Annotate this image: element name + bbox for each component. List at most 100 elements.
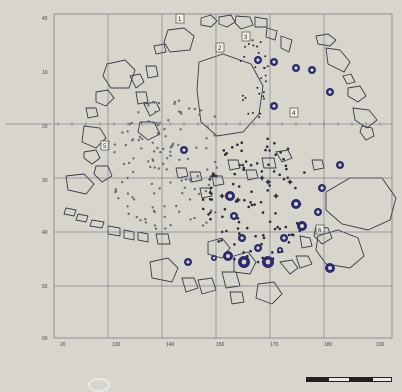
dot — [163, 128, 165, 130]
dot — [242, 95, 244, 97]
stone — [64, 208, 76, 216]
dot — [159, 187, 161, 189]
dot — [209, 198, 212, 201]
dot — [202, 208, 205, 211]
dot — [231, 146, 234, 149]
dot — [240, 150, 243, 153]
post-hole-centre — [294, 202, 298, 206]
y-tick-label: 40 — [42, 230, 48, 236]
dot — [240, 60, 242, 62]
stone — [262, 158, 276, 168]
stone — [343, 74, 355, 84]
dot — [198, 114, 200, 116]
x-tick-label: 20 — [60, 342, 66, 348]
star-marker — [287, 179, 293, 185]
dot — [214, 115, 216, 117]
post-hole-centre — [232, 214, 235, 217]
dot — [147, 104, 149, 106]
dot — [137, 111, 139, 113]
dot — [162, 148, 164, 150]
post-hole-centre — [328, 90, 331, 93]
dot — [238, 185, 241, 188]
dot — [121, 181, 123, 183]
dot — [206, 126, 208, 128]
dot — [147, 120, 149, 122]
dot — [139, 219, 141, 221]
dot — [154, 166, 156, 168]
dot — [213, 134, 215, 136]
dot — [202, 224, 204, 226]
stone — [300, 236, 312, 248]
dot — [114, 143, 116, 145]
dot — [266, 189, 269, 192]
dot — [208, 184, 210, 186]
dot — [262, 95, 264, 97]
dot — [238, 221, 241, 224]
dot — [251, 204, 254, 207]
stone — [222, 272, 240, 288]
dot — [267, 65, 269, 67]
grid — [54, 14, 392, 338]
dot — [187, 158, 189, 160]
dot — [249, 250, 252, 253]
dot — [189, 198, 191, 200]
dot — [250, 164, 253, 167]
dot — [267, 163, 270, 166]
dot — [195, 147, 197, 149]
dot — [177, 144, 179, 146]
dot — [132, 157, 134, 159]
dot — [252, 112, 254, 114]
dot — [194, 188, 196, 190]
dot — [249, 201, 252, 204]
dot — [178, 159, 180, 161]
dot — [159, 151, 161, 153]
y-tick-label: 45 — [42, 16, 48, 22]
dot — [156, 147, 158, 149]
large-stone — [326, 178, 396, 230]
dot — [178, 211, 180, 213]
post-hole-centre — [272, 104, 275, 107]
post-hole-centre — [316, 210, 319, 213]
dot — [149, 166, 151, 168]
dot — [233, 258, 236, 261]
post-hole-centre — [182, 148, 185, 151]
dot — [157, 132, 159, 134]
dot — [285, 226, 288, 229]
dot — [268, 184, 271, 187]
dot — [265, 75, 267, 77]
post-hole-centre — [279, 249, 281, 251]
dot — [260, 201, 263, 204]
axis-labels: 4510203040506020 130 140 150 170 180 190 — [6, 16, 385, 348]
dot — [117, 197, 119, 199]
dot — [287, 148, 290, 151]
post-hole-centre — [240, 236, 243, 239]
dot — [271, 251, 274, 254]
stone — [182, 278, 198, 292]
dot — [125, 144, 127, 146]
dot — [144, 218, 146, 220]
gridlines — [54, 14, 392, 338]
post-hole-centre — [256, 246, 259, 249]
dot — [178, 100, 180, 102]
stone — [316, 34, 336, 46]
x-tick-label: 190 — [376, 342, 385, 348]
dot — [126, 205, 128, 207]
dot — [169, 181, 171, 183]
dot — [121, 131, 123, 133]
dot — [294, 187, 297, 190]
dot — [139, 136, 141, 138]
dot — [155, 228, 157, 230]
dot — [164, 135, 166, 137]
dot — [261, 170, 264, 173]
stone — [176, 168, 188, 178]
dot — [285, 165, 288, 168]
dot — [158, 102, 160, 104]
y-tick-label: 10 — [42, 70, 48, 76]
dot — [246, 227, 249, 230]
dot — [205, 147, 207, 149]
dot — [138, 139, 140, 141]
stone — [219, 15, 235, 27]
stone — [256, 282, 282, 304]
dot — [152, 101, 154, 103]
dot — [205, 137, 207, 139]
